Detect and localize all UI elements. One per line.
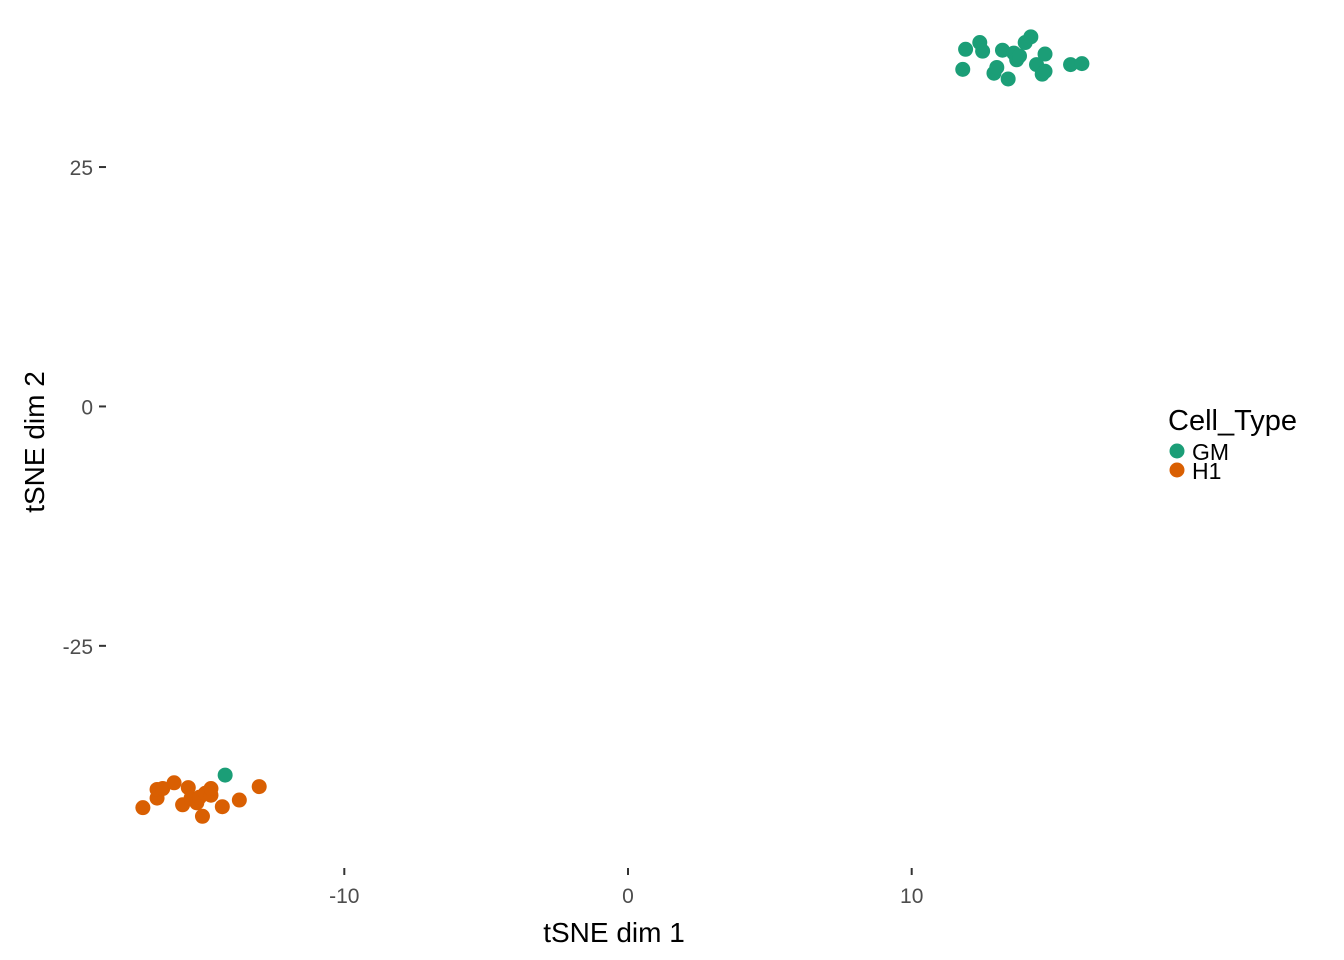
data-point-h1: [166, 775, 182, 791]
y-axis-title: tSNE dim 2: [19, 371, 50, 513]
plot-area: [135, 29, 1090, 824]
x-axis: -10 0 10: [329, 868, 923, 908]
data-point-h1: [155, 781, 171, 797]
data-point-gm: [1012, 48, 1027, 64]
y-tick-label: 0: [81, 396, 93, 419]
data-point-gm: [994, 42, 1010, 58]
data-point-h1: [135, 800, 151, 816]
x-axis-title: tSNE dim 1: [543, 917, 685, 948]
y-tick-label: 25: [70, 157, 93, 180]
x-tick-label: 0: [622, 885, 634, 908]
data-point-gm: [955, 61, 971, 77]
data-point-h1: [214, 799, 230, 815]
data-point-gm: [1063, 57, 1079, 73]
x-tick-label: -10: [329, 885, 359, 908]
legend-key-gm: [1169, 443, 1185, 459]
x-tick-label: 10: [900, 885, 923, 908]
y-tick-label: -25: [63, 636, 93, 659]
data-point-gm: [1074, 56, 1090, 72]
data-point-h1: [194, 808, 210, 824]
data-point-gm: [1000, 71, 1016, 87]
data-point-gm: [217, 767, 233, 783]
data-point-gm: [989, 59, 1005, 75]
data-point-h1: [203, 781, 219, 797]
data-point-gm: [1023, 29, 1039, 45]
data-point-gm: [958, 41, 974, 57]
legend-key-h1: [1169, 462, 1185, 478]
legend-label-gm: GM: [1192, 439, 1229, 465]
legend-label-h1: H1: [1192, 458, 1221, 484]
data-point-gm: [1037, 46, 1053, 62]
data-point-h1: [231, 792, 247, 808]
data-point-gm: [1037, 63, 1053, 79]
y-axis: 25 0 -25: [63, 157, 106, 659]
legend-title: Cell_Type: [1168, 405, 1297, 437]
data-point-h1: [251, 779, 267, 795]
data-point-gm: [975, 43, 991, 59]
